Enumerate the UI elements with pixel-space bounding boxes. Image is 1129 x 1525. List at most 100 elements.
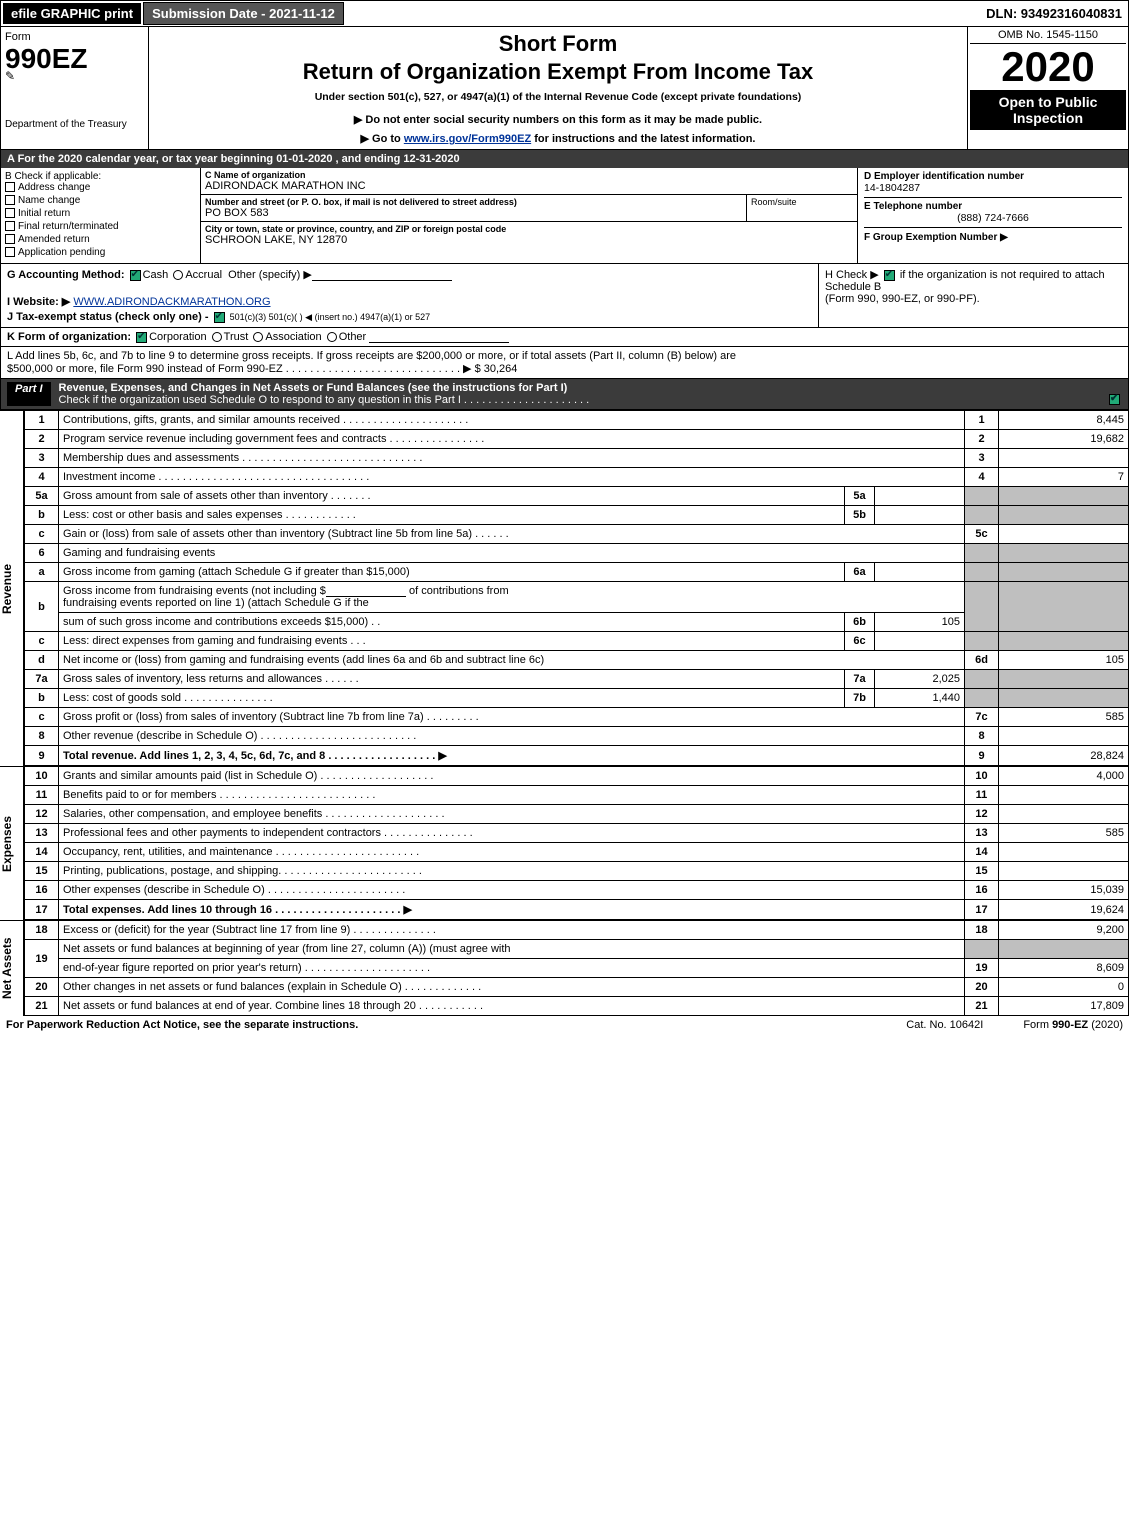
- k-corp: Corporation: [149, 331, 206, 343]
- open-to-public: Open to Public Inspection: [970, 90, 1126, 130]
- checkbox-icon[interactable]: [5, 234, 15, 244]
- part1-tag: Part I: [7, 382, 51, 406]
- c-label: C Name of organization: [205, 170, 853, 180]
- efile-print-button[interactable]: efile GRAPHIC print: [2, 2, 142, 25]
- table-row: 21Net assets or fund balances at end of …: [25, 997, 1129, 1016]
- goto-instructions: ▶ Go to www.irs.gov/Form990EZ for instru…: [157, 132, 959, 145]
- netassets-section: Net Assets 18Excess or (deficit) for the…: [0, 920, 1129, 1016]
- table-row: 4Investment income . . . . . . . . . . .…: [25, 468, 1129, 487]
- table-row: 18Excess or (deficit) for the year (Subt…: [25, 921, 1129, 940]
- revenue-table: 1Contributions, gifts, grants, and simil…: [24, 410, 1129, 766]
- h-checkbox-icon[interactable]: [884, 270, 895, 281]
- table-row: 1Contributions, gifts, grants, and simil…: [25, 411, 1129, 430]
- table-row: 16Other expenses (describe in Schedule O…: [25, 881, 1129, 900]
- street-block: Number and street (or P. O. box, if mail…: [201, 195, 857, 222]
- expenses-table: 10Grants and similar amounts paid (list …: [24, 766, 1129, 920]
- part1-title: Revenue, Expenses, and Changes in Net As…: [59, 382, 568, 394]
- k-trust: Trust: [224, 331, 249, 343]
- department: Department of the Treasury: [5, 119, 144, 130]
- assoc-radio-icon[interactable]: [253, 332, 263, 342]
- street-label: Number and street (or P. O. box, if mail…: [205, 197, 742, 207]
- section-h: H Check ▶ if the organization is not req…: [818, 264, 1128, 327]
- form-label: Form: [5, 31, 144, 43]
- entity-info: B Check if applicable: Address change Na…: [0, 168, 1129, 264]
- table-row: 12Salaries, other compensation, and empl…: [25, 805, 1129, 824]
- table-row: cGross profit or (loss) from sales of in…: [25, 708, 1129, 727]
- checkbox-icon[interactable]: [5, 208, 15, 218]
- table-row: 10Grants and similar amounts paid (list …: [25, 767, 1129, 786]
- irs-link[interactable]: www.irs.gov/Form990EZ: [404, 133, 531, 145]
- submission-date: Submission Date - 2021-11-12: [143, 2, 344, 25]
- schedule-o-checkbox-icon[interactable]: [1109, 394, 1120, 405]
- other-radio-icon[interactable]: [327, 332, 337, 342]
- goto-post: for instructions and the latest informat…: [531, 133, 755, 145]
- table-row: 19Net assets or fund balances at beginni…: [25, 940, 1129, 959]
- table-row: cGain or (loss) from sale of assets othe…: [25, 525, 1129, 544]
- under-section: Under section 501(c), 527, or 4947(a)(1)…: [157, 91, 959, 103]
- line9-text: Total revenue. Add lines 1, 2, 3, 4, 5c,…: [63, 750, 447, 762]
- org-name-block: C Name of organization ADIRONDACK MARATH…: [201, 168, 857, 195]
- header-right: OMB No. 1545-1150 2020 Open to Public In…: [968, 27, 1128, 149]
- table-row: 2Program service revenue including gover…: [25, 430, 1129, 449]
- cash-checkbox-icon[interactable]: [130, 270, 141, 281]
- tax-year: 2020: [970, 44, 1126, 90]
- e-label: E Telephone number: [864, 201, 1122, 212]
- city-block: City or town, state or province, country…: [201, 222, 857, 263]
- table-row: 15Printing, publications, postage, and s…: [25, 862, 1129, 881]
- d-label: D Employer identification number: [864, 171, 1122, 182]
- l-text2: $500,000 or more, file Form 990 instead …: [7, 362, 1122, 375]
- header-center: Short Form Return of Organization Exempt…: [149, 27, 968, 149]
- section-k: K Form of organization: Corporation Trus…: [0, 328, 1129, 347]
- table-row: 3Membership dues and assessments . . . .…: [25, 449, 1129, 468]
- form-number: 990EZ: [5, 43, 144, 75]
- cat-no: Cat. No. 10642I: [906, 1019, 983, 1031]
- table-row: 11Benefits paid to or for members . . . …: [25, 786, 1129, 805]
- part1-check-line: Check if the organization used Schedule …: [59, 394, 590, 406]
- phone: (888) 724-7666: [864, 212, 1122, 224]
- h-text1: H Check ▶: [825, 269, 879, 281]
- k-label: K Form of organization:: [7, 331, 131, 343]
- form-header: Form 990EZ ✎ Department of the Treasury …: [0, 27, 1129, 150]
- chk-pending: Application pending: [18, 247, 105, 258]
- j-label: J Tax-exempt status (check only one) -: [7, 311, 209, 323]
- website-link[interactable]: WWW.ADIRONDACKMARATHON.ORG: [73, 296, 270, 308]
- k-assoc: Association: [265, 331, 321, 343]
- checkbox-icon[interactable]: [5, 195, 15, 205]
- line6b-text1: Gross income from fundraising events (no…: [63, 585, 326, 597]
- goto-pre: ▶ Go to: [361, 133, 404, 145]
- return-title: Return of Organization Exempt From Incom…: [157, 59, 959, 85]
- netassets-side-label: Net Assets: [0, 920, 24, 1016]
- chk-address-change: Address change: [18, 182, 90, 193]
- table-row: bLess: cost or other basis and sales exp…: [25, 506, 1129, 525]
- table-row: 14Occupancy, rent, utilities, and mainte…: [25, 843, 1129, 862]
- part1-header: Part I Revenue, Expenses, and Changes in…: [0, 379, 1129, 410]
- section-a-taxyear: A For the 2020 calendar year, or tax yea…: [0, 150, 1129, 168]
- ssn-warning: ▶ Do not enter social security numbers o…: [157, 113, 959, 126]
- accrual-radio-icon[interactable]: [173, 270, 183, 280]
- trust-radio-icon[interactable]: [212, 332, 222, 342]
- expenses-side-label: Expenses: [0, 766, 24, 920]
- table-row: b Gross income from fundraising events (…: [25, 582, 1129, 613]
- 501c3-checkbox-icon[interactable]: [214, 312, 225, 323]
- omb-number: OMB No. 1545-1150: [970, 29, 1126, 44]
- entity-mid: C Name of organization ADIRONDACK MARATH…: [201, 168, 858, 263]
- k-other: Other: [339, 331, 367, 343]
- entity-right: D Employer identification number 14-1804…: [858, 168, 1128, 263]
- f-label: F Group Exemption Number ▶: [864, 232, 1008, 243]
- table-row: bLess: cost of goods sold . . . . . . . …: [25, 689, 1129, 708]
- chk-final-return: Final return/terminated: [18, 221, 119, 232]
- g-label: G Accounting Method:: [7, 269, 125, 281]
- g-accrual: Accrual: [185, 269, 222, 281]
- corp-checkbox-icon[interactable]: [136, 332, 147, 343]
- checkbox-icon[interactable]: [5, 221, 15, 231]
- table-row: end-of-year figure reported on prior yea…: [25, 959, 1129, 978]
- org-name: ADIRONDACK MARATHON INC: [205, 180, 853, 192]
- header-left: Form 990EZ ✎ Department of the Treasury: [1, 27, 149, 149]
- form-ref: Form 990-EZ (2020): [1023, 1019, 1123, 1031]
- j-options: 501(c)(3) 501(c)( ) ◀ (insert no.) 4947(…: [230, 312, 431, 322]
- checkbox-icon[interactable]: [5, 247, 15, 257]
- checkbox-icon[interactable]: [5, 182, 15, 192]
- table-row: 20Other changes in net assets or fund ba…: [25, 978, 1129, 997]
- revenue-side-label: Revenue: [0, 410, 24, 766]
- netassets-table: 18Excess or (deficit) for the year (Subt…: [24, 920, 1129, 1016]
